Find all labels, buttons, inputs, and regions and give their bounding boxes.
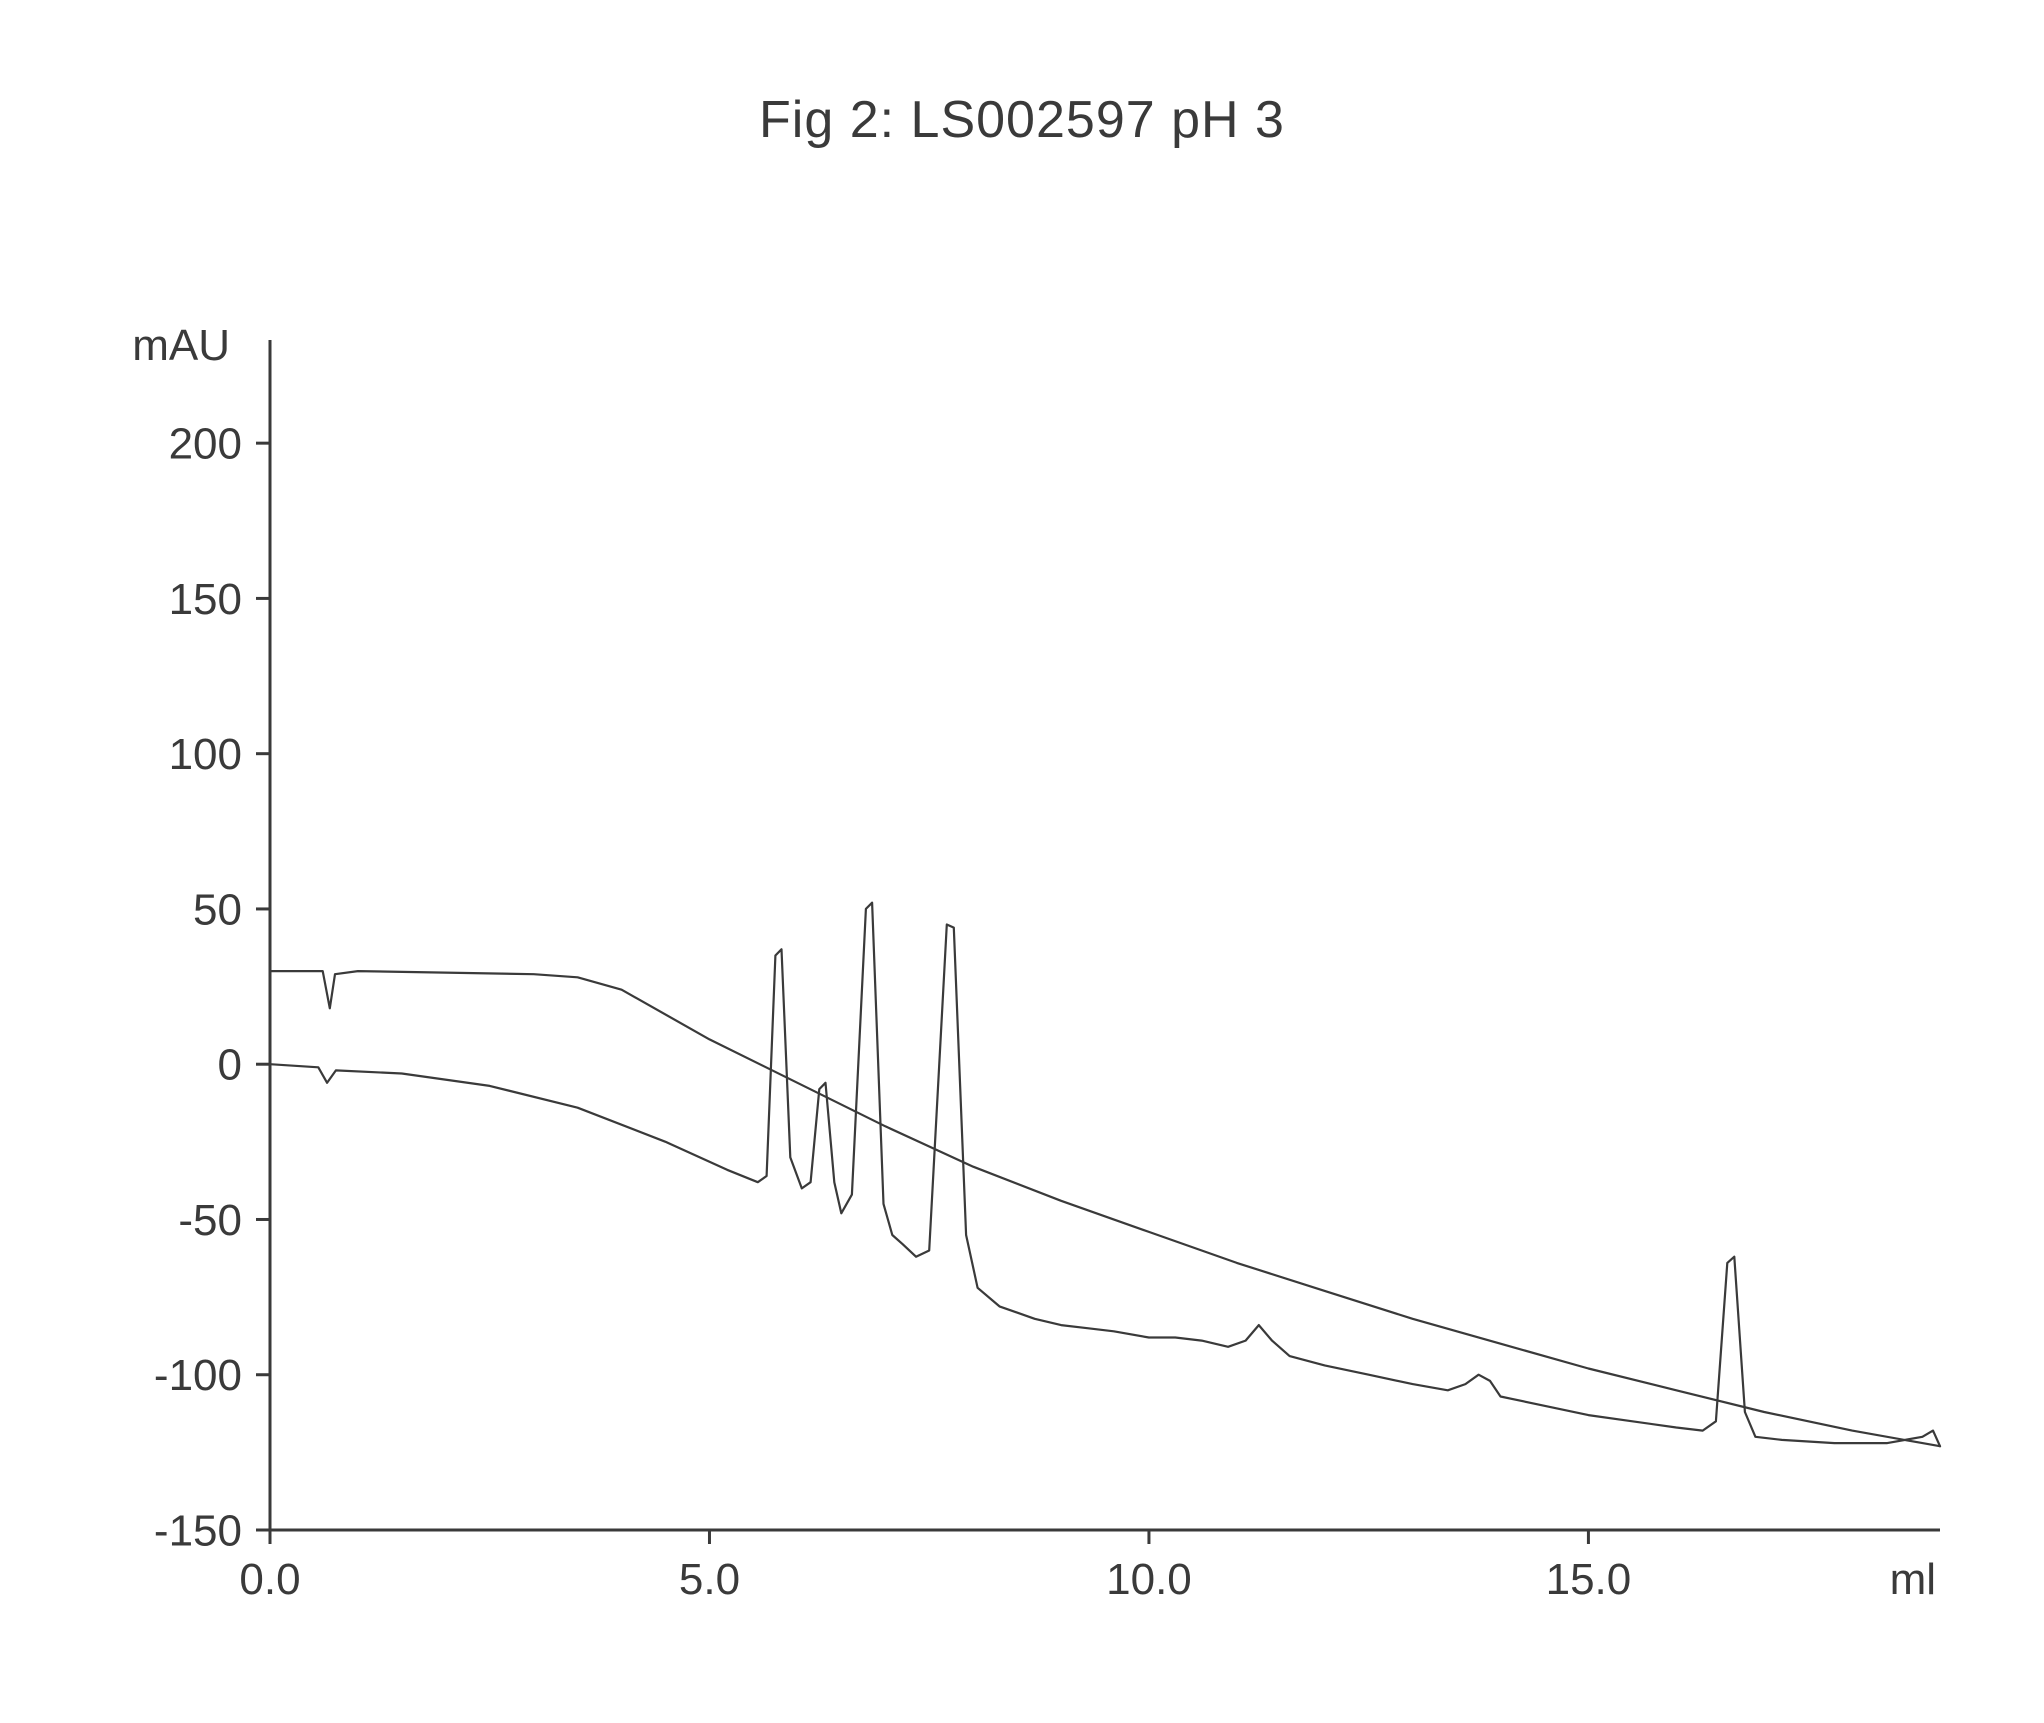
x-tick-label: 10.0 <box>1106 1555 1192 1604</box>
trace-lower <box>270 903 1940 1446</box>
y-tick-label: 200 <box>169 420 242 469</box>
y-tick-label: 0 <box>218 1041 242 1090</box>
y-tick-label: 50 <box>193 885 242 934</box>
chromatogram-chart: -150 -100 -50 0 50 100 150 200 0.0 5.0 10.0 15.0 mAU… <box>0 0 2044 1723</box>
y-axis-label: mAU <box>132 321 230 370</box>
y-tick-label: 150 <box>169 575 242 624</box>
x-axis-label: ml <box>1890 1555 1936 1604</box>
y-tick-label: -50 <box>178 1196 242 1245</box>
x-tick-label: 5.0 <box>679 1555 740 1604</box>
y-tick-label: 100 <box>169 730 242 779</box>
x-tick-label: 0.0 <box>239 1555 300 1604</box>
y-tick-label: -150 <box>154 1506 242 1555</box>
x-tick-label: 15.0 <box>1546 1555 1632 1604</box>
trace-upper <box>270 971 1940 1446</box>
y-tick-label: -100 <box>154 1351 242 1400</box>
